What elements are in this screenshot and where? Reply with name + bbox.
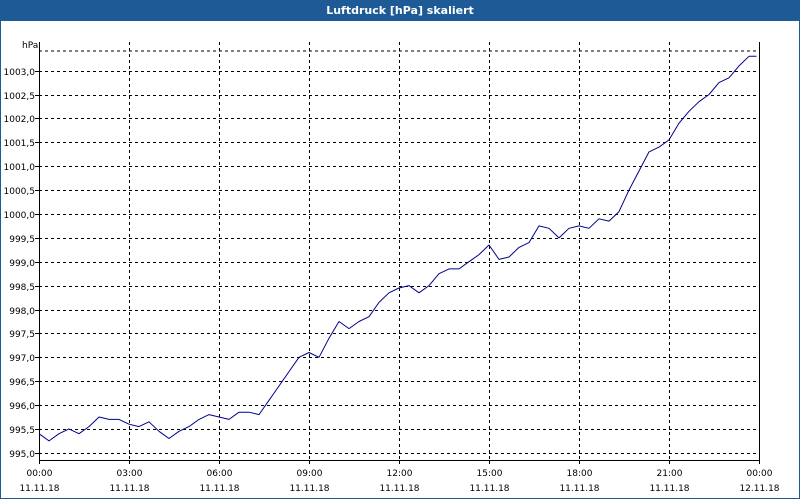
y-tick-label: 998,0	[9, 307, 35, 317]
x-tick-date: 11.11.18	[649, 484, 689, 494]
x-tick-date: 12.11.18	[739, 484, 779, 494]
x-tick-date: 11.11.18	[109, 484, 149, 494]
x-tick-time: 09:00	[297, 469, 323, 479]
y-tick-label: 996,5	[9, 378, 35, 388]
y-tick-label: 999,5	[9, 235, 35, 245]
axes	[35, 42, 760, 464]
y-axis-unit-label: hPa	[22, 41, 38, 51]
x-tick-time: 21:00	[657, 469, 683, 479]
x-tick-time: 03:00	[117, 469, 143, 479]
y-tick-label: 1000,5	[4, 187, 36, 197]
x-tick-time: 12:00	[387, 469, 413, 479]
y-tick-label: 998,5	[9, 283, 35, 293]
y-tick-label: 1001,0	[4, 163, 36, 173]
x-tick-date: 11.11.18	[469, 484, 509, 494]
y-tick-label: 1003,0	[4, 68, 36, 78]
y-tick-label: 999,0	[9, 259, 35, 269]
x-tick-date: 11.11.18	[19, 484, 59, 494]
x-tick-date: 11.11.18	[559, 484, 599, 494]
grid-lines	[39, 42, 759, 460]
x-tick-date: 11.11.18	[289, 484, 329, 494]
y-tick-label: 996,0	[9, 402, 35, 412]
x-tick-time: 18:00	[567, 469, 593, 479]
y-tick-label: 997,0	[9, 354, 35, 364]
x-tick-time: 00:00	[747, 469, 773, 479]
y-tick-label: 995,5	[9, 426, 35, 436]
y-tick-label: 1002,5	[4, 92, 36, 102]
y-tick-label: 995,0	[9, 450, 35, 460]
y-tick-label: 997,5	[9, 330, 35, 340]
x-tick-time: 06:00	[207, 469, 233, 479]
y-tick-label: 1001,5	[4, 139, 36, 149]
y-tick-label: 1000,0	[4, 211, 36, 221]
y-tick-label: 1002,0	[4, 115, 36, 125]
x-tick-time: 15:00	[477, 469, 503, 479]
series-group	[38, 55, 757, 442]
x-tick-date: 11.11.18	[199, 484, 239, 494]
x-tick-date: 11.11.18	[379, 484, 419, 494]
chart-title: Luftdruck [hPa] skaliert	[0, 0, 800, 21]
series-line-luftdruck	[38, 55, 757, 442]
x-tick-time: 00:00	[27, 469, 53, 479]
x-tick-labels: 00:00 11.11.18 03:00 11.11.18 06:00 11.11.18 0…	[19, 469, 779, 494]
y-tick-labels: 995,0 995,5 996,0 996,5 997,0 997,5 998,0 998,5…	[4, 68, 36, 460]
